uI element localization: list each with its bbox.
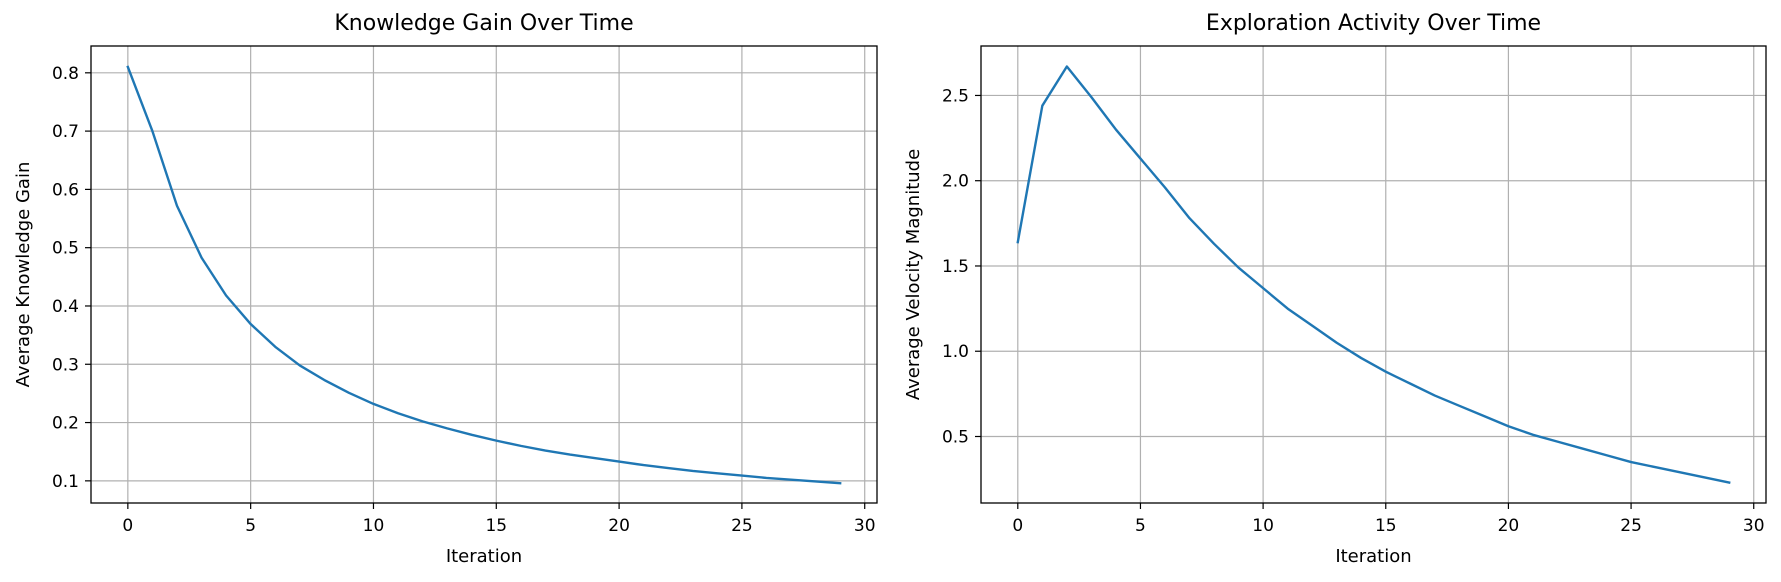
exploration-x-tick-label: 25 <box>1620 516 1642 536</box>
exploration-x-tick-label: 5 <box>1135 516 1146 536</box>
knowledge-x-tick-label: 5 <box>245 516 256 536</box>
exploration-chart: 0 5 10 15 20 25 30 0.5 1.0 1.5 2.0 2.5 Exploration A… <box>903 11 1767 567</box>
knowledge-plot-frame <box>90 45 878 504</box>
exploration-plot-frame <box>980 45 1767 504</box>
knowledge-series-line <box>126 65 842 485</box>
knowledge-x-tick-label: 0 <box>122 516 133 536</box>
knowledge-y-tick-label: 0.4 <box>52 297 79 317</box>
knowledge-y-tick-label: 0.8 <box>52 64 79 84</box>
knowledge-y-tick-label: 0.2 <box>52 414 79 434</box>
knowledge-y-tick-label: 0.6 <box>52 180 79 200</box>
exploration-chart-title: Exploration Activity Over Time <box>1206 11 1541 36</box>
exploration-y-tick-label: 2.5 <box>942 86 969 106</box>
exploration-x-tick-label: 15 <box>1375 516 1397 536</box>
knowledge-y-tick-label: 0.5 <box>52 239 79 259</box>
exploration-x-tick-label: 0 <box>1012 516 1023 536</box>
exploration-y-tick-label: 2.0 <box>942 172 969 192</box>
exploration-x-tick-label: 30 <box>1743 516 1765 536</box>
knowledge-x-tick-label: 30 <box>854 516 876 536</box>
knowledge-y-tick-label: 0.7 <box>52 122 79 142</box>
knowledge-y-tick-label: 0.3 <box>52 355 79 375</box>
exploration-y-axis-label: Average Velocity Magnitude <box>903 149 924 400</box>
exploration-y-tick-label: 1.5 <box>942 257 969 277</box>
knowledge-y-axis-label: Average Knowledge Gain <box>13 162 34 388</box>
exploration-series-line <box>1016 65 1731 484</box>
exploration-y-tick-label: 1.0 <box>942 342 969 362</box>
knowledge-x-tick-label: 10 <box>363 516 385 536</box>
knowledge-x-tick-label: 25 <box>731 516 753 536</box>
exploration-y-tick-label: 0.5 <box>942 427 969 447</box>
knowledge-x-axis-label: Iteration <box>446 546 522 567</box>
knowledge-x-tick-label: 20 <box>608 516 630 536</box>
knowledge-x-tick-label: 15 <box>485 516 507 536</box>
knowledge-chart: 0 5 10 15 20 25 30 0.1 0.2 0.3 0.4 0.5 0.6 0.7 0.8 Know… <box>13 11 878 567</box>
knowledge-chart-title: Knowledge Gain Over Time <box>334 11 633 36</box>
knowledge-y-tick-label: 0.1 <box>52 472 79 492</box>
exploration-x-axis-label: Iteration <box>1335 546 1411 567</box>
exploration-x-tick-label: 10 <box>1252 516 1274 536</box>
exploration-x-tick-label: 20 <box>1498 516 1520 536</box>
